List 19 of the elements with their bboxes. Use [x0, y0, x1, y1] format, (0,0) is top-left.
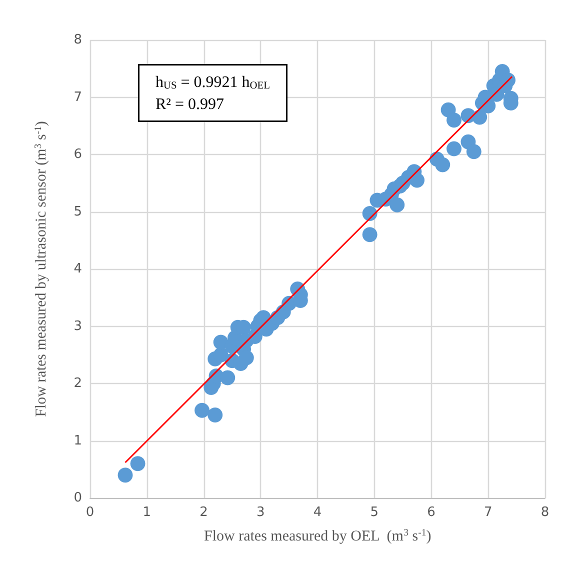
y-tick-label: 1 — [74, 433, 82, 448]
y-tick-label: 2 — [74, 376, 82, 391]
x-tick-label: 7 — [484, 505, 492, 520]
y-tick-label: 3 — [74, 318, 82, 334]
y-tick-label: 5 — [74, 204, 82, 220]
x-tick-label: 8 — [540, 505, 550, 520]
x-tick-label: 6 — [427, 505, 436, 520]
x-tick-label: 5 — [370, 505, 379, 520]
y-tick-label: 4 — [74, 262, 82, 276]
y-tick-label: 7 — [74, 90, 82, 105]
y-tick-label: 6 — [74, 147, 82, 162]
y-tick-label: 8 — [74, 32, 82, 48]
x-tick-label: 2 — [200, 505, 208, 520]
y-tick-label: 0 — [74, 490, 82, 506]
x-tick-label: 0 — [86, 505, 94, 520]
y-axis-title: Flow rates measured by ultrasonic sensor (m3 s-1) — [32, 121, 50, 417]
x-tick-label: 3 — [256, 505, 265, 520]
x-tick-label: 4 — [313, 505, 322, 520]
x-tick-label: 1 — [142, 505, 152, 520]
